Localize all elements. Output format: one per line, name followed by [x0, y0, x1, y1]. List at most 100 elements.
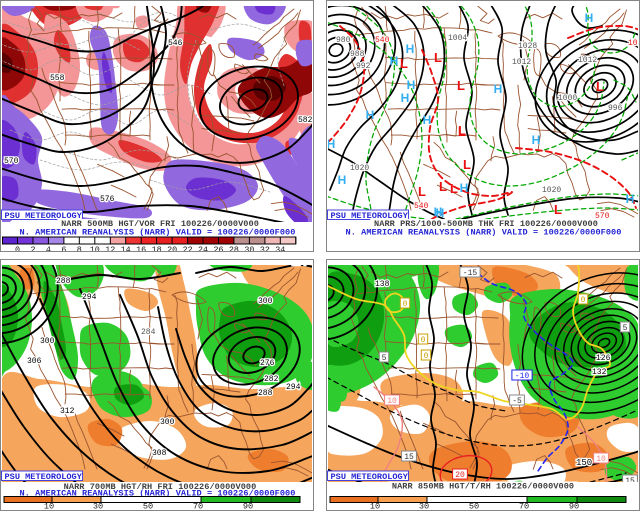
svg-text:4: 4	[46, 245, 51, 255]
svg-text:L: L	[554, 202, 562, 217]
svg-text:H: H	[366, 108, 375, 122]
svg-text:132: 132	[592, 368, 607, 377]
svg-text:1020: 1020	[350, 164, 369, 173]
svg-text:PSU METEOROLOGY: PSU METEOROLOGY	[331, 472, 409, 482]
svg-text:294: 294	[292, 259, 307, 268]
svg-text:992: 992	[356, 62, 371, 71]
svg-text:10: 10	[90, 245, 100, 255]
svg-text:-15: -15	[463, 269, 478, 278]
svg-text:1020: 1020	[542, 186, 561, 195]
svg-text:276: 276	[260, 359, 275, 368]
svg-text:PSU METEOROLOGY: PSU METEOROLOGY	[331, 211, 409, 221]
svg-text:NARR PRS/1000-500MB THK FRI 10: NARR PRS/1000-500MB THK FRI 100226/0000V…	[374, 219, 598, 229]
svg-text:L: L	[434, 50, 442, 65]
svg-text:L: L	[439, 179, 447, 194]
svg-text:70: 70	[193, 502, 203, 511]
svg-text:H: H	[494, 82, 503, 96]
svg-text:L: L	[400, 56, 408, 71]
svg-text:26: 26	[213, 245, 223, 255]
svg-text:1004: 1004	[448, 34, 467, 43]
svg-text:1020: 1020	[628, 39, 640, 48]
svg-text:312: 312	[60, 407, 75, 416]
svg-text:32: 32	[260, 245, 270, 255]
svg-text:30: 30	[419, 502, 429, 511]
svg-text:N. AMERICAN REANALYSIS (NARR): N. AMERICAN REANALYSIS (NARR) VALID = 10…	[20, 489, 296, 499]
svg-text:570: 570	[4, 157, 19, 166]
svg-text:582: 582	[298, 116, 313, 125]
svg-text:24: 24	[198, 245, 208, 255]
svg-text:12: 12	[105, 245, 115, 255]
svg-text:90: 90	[569, 502, 579, 511]
svg-text:28: 28	[229, 245, 239, 255]
svg-text:50: 50	[469, 502, 479, 511]
svg-text:1000: 1000	[558, 94, 577, 103]
svg-text:H: H	[436, 206, 445, 220]
svg-text:10: 10	[596, 455, 606, 464]
svg-text:50: 50	[143, 502, 153, 511]
svg-text:282: 282	[264, 375, 279, 384]
svg-text:NARR 850MB HGT/T/RH 100226/000: NARR 850MB HGT/T/RH 100226/0000V000	[392, 482, 574, 492]
svg-text:294: 294	[82, 293, 97, 302]
svg-text:300: 300	[40, 337, 55, 346]
svg-text:306: 306	[27, 357, 42, 366]
svg-text:H: H	[423, 113, 432, 127]
svg-text:1028: 1028	[518, 42, 537, 51]
svg-text:H: H	[585, 11, 594, 25]
svg-text:H: H	[406, 42, 415, 56]
svg-text:90: 90	[243, 502, 253, 511]
svg-text:546: 546	[168, 39, 183, 48]
svg-text:996: 996	[608, 104, 623, 113]
svg-text:L: L	[450, 181, 458, 196]
svg-text:16: 16	[136, 245, 146, 255]
svg-text:570: 570	[595, 212, 610, 221]
svg-text:L: L	[463, 157, 471, 172]
svg-text:5: 5	[382, 354, 387, 363]
svg-text:-5: -5	[512, 397, 522, 406]
svg-text:2: 2	[30, 245, 35, 255]
svg-text:PSU METEOROLOGY: PSU METEOROLOGY	[5, 472, 83, 482]
svg-text:980: 980	[336, 36, 351, 45]
svg-text:0: 0	[581, 296, 586, 305]
svg-text:15: 15	[625, 477, 635, 486]
svg-text:300: 300	[160, 418, 175, 427]
svg-text:10: 10	[44, 502, 54, 511]
svg-text:0: 0	[15, 245, 20, 255]
svg-text:14: 14	[121, 245, 131, 255]
svg-text:L: L	[457, 78, 465, 93]
svg-text:L: L	[418, 184, 426, 199]
svg-text:H: H	[338, 173, 347, 187]
svg-text:H: H	[407, 78, 416, 92]
svg-text:540: 540	[414, 202, 429, 211]
svg-text:0: 0	[403, 300, 408, 309]
svg-text:1012: 1012	[578, 56, 597, 65]
svg-text:294: 294	[286, 383, 301, 392]
svg-text:H: H	[460, 181, 469, 195]
svg-text:288: 288	[258, 389, 273, 398]
svg-text:L: L	[458, 124, 466, 139]
svg-text:H: H	[327, 137, 336, 151]
svg-text:22: 22	[183, 245, 193, 255]
svg-text:558: 558	[50, 74, 65, 83]
svg-text:30: 30	[93, 502, 103, 511]
svg-text:PSU METEOROLOGY: PSU METEOROLOGY	[5, 211, 83, 221]
svg-text:N. AMERICAN REANALYSIS (NARR): N. AMERICAN REANALYSIS (NARR) VALID = 10…	[346, 227, 622, 237]
svg-text:20: 20	[455, 471, 465, 480]
svg-text:576: 576	[100, 195, 115, 204]
svg-text:0: 0	[421, 336, 426, 345]
svg-text:18: 18	[152, 245, 162, 255]
svg-text:H: H	[390, 54, 399, 68]
svg-text:988: 988	[350, 50, 365, 59]
svg-text:H: H	[532, 133, 541, 147]
svg-text:5: 5	[623, 324, 628, 333]
svg-text:15: 15	[404, 453, 414, 462]
svg-text:540: 540	[375, 36, 390, 45]
svg-text:NARR 500MB HGT/VOR FRI 100226/: NARR 500MB HGT/VOR FRI 100226/0000V000	[61, 219, 259, 229]
svg-text:1012: 1012	[512, 58, 531, 67]
svg-text:0: 0	[424, 352, 429, 361]
svg-text:288: 288	[56, 277, 71, 286]
svg-text:H: H	[434, 205, 443, 219]
svg-text:H: H	[401, 91, 410, 105]
svg-text:308: 308	[152, 449, 167, 458]
svg-text:N. AMERICAN REANALYSIS (NARR): N. AMERICAN REANALYSIS (NARR) VALID = 10…	[20, 227, 296, 237]
svg-text:284: 284	[141, 328, 156, 337]
